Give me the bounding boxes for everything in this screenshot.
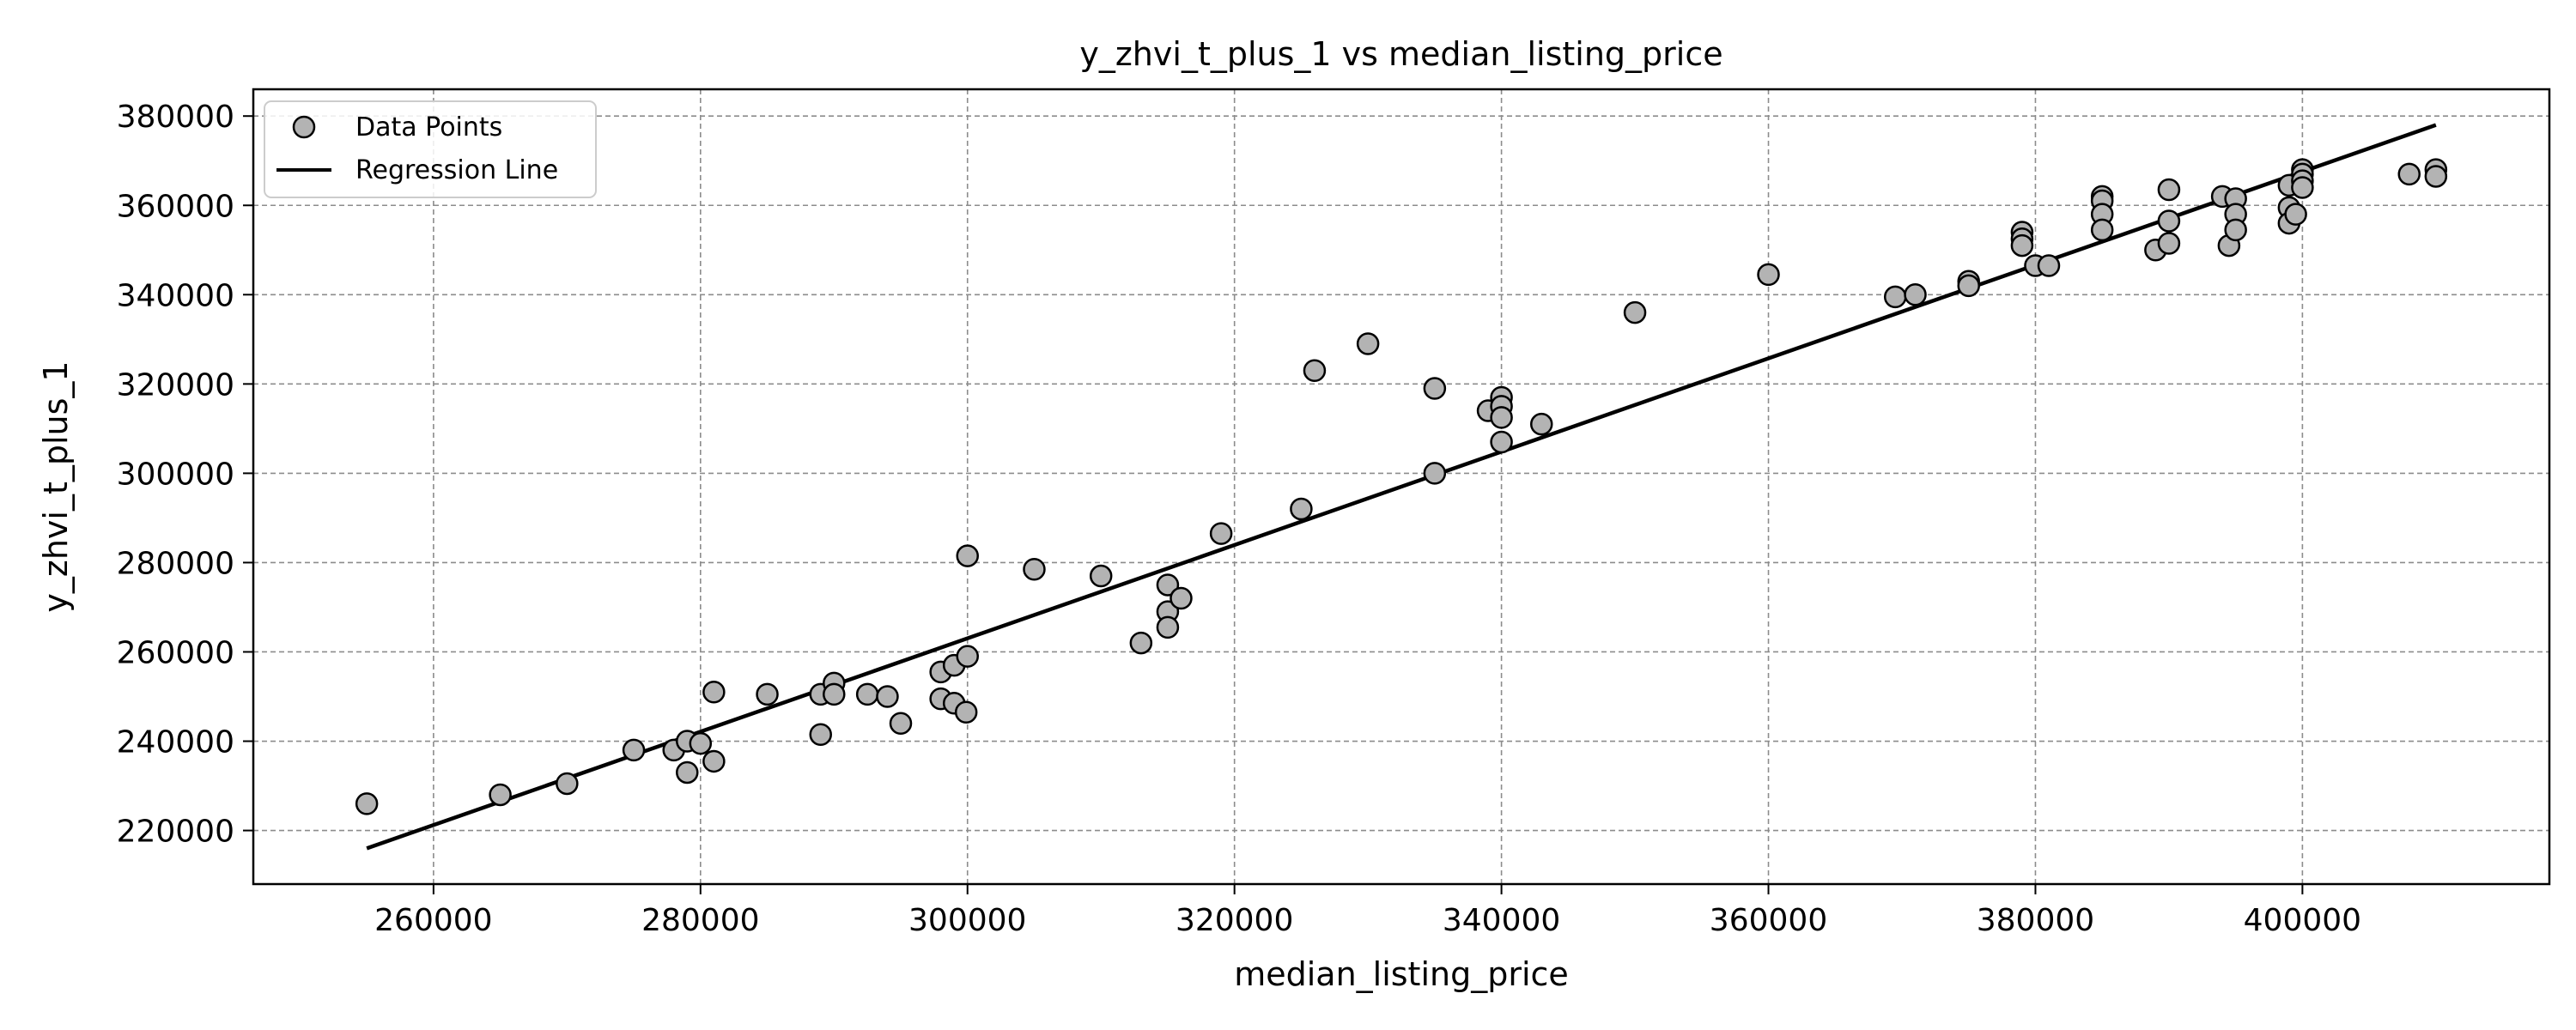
x-tick-label: 340000 [1443, 903, 1560, 938]
data-point [809, 723, 832, 746]
data-point [1490, 406, 1513, 429]
x-tick-label: 400000 [2244, 903, 2361, 938]
y-tick-label: 360000 [117, 189, 234, 224]
x-tick-label: 280000 [641, 903, 759, 938]
data-point [1089, 564, 1113, 588]
data-point [889, 712, 913, 735]
legend: Data Points Regression Line [264, 100, 597, 198]
data-point [956, 645, 979, 668]
data-point [1156, 573, 1180, 597]
x-tick-label: 360000 [1710, 903, 1827, 938]
data-point [702, 681, 726, 704]
data-point [1883, 285, 1907, 309]
data-point [1356, 332, 1380, 355]
data-point [2157, 178, 2181, 202]
x-tick-label: 380000 [1977, 903, 2094, 938]
data-point [676, 760, 699, 785]
data-point [1904, 283, 1927, 306]
data-point [489, 783, 512, 807]
data-point [1757, 263, 1780, 287]
regression-line-layer [366, 123, 2437, 851]
data-point [2090, 218, 2114, 242]
data-point [1529, 412, 1553, 436]
data-point [1129, 631, 1153, 655]
data-point [702, 749, 726, 773]
y-tick-label: 280000 [117, 546, 234, 581]
data-point [855, 682, 879, 706]
y-tick-label: 300000 [117, 457, 234, 492]
y-tick-label: 320000 [117, 367, 234, 403]
x-axis-label: median_listing_price [1234, 955, 1569, 993]
data-point [689, 731, 713, 755]
data-point [1423, 462, 1447, 485]
legend-marker-data-points [292, 115, 316, 139]
data-point [1156, 615, 1180, 639]
data-point [622, 738, 646, 762]
x-tick-label: 300000 [908, 903, 1026, 938]
x-axis-ticks: 260000 280000 300000 320000 340000 360000 3800… [374, 884, 2361, 938]
data-point [1490, 430, 1513, 454]
data-point [1957, 274, 1980, 298]
plot-frame [252, 88, 2551, 886]
x-tick-label: 260000 [374, 903, 492, 938]
y-tick-label: 240000 [117, 725, 234, 760]
legend-box [264, 100, 597, 198]
data-point [1623, 300, 1647, 324]
data-point [2037, 254, 2061, 277]
data-point [556, 772, 579, 796]
data-point [2224, 218, 2247, 242]
y-tick-label: 340000 [117, 278, 234, 313]
y-tick-label: 380000 [117, 100, 234, 135]
data-point [2157, 209, 2181, 233]
y-tick-label: 260000 [117, 635, 234, 670]
grid-lines [253, 89, 2549, 884]
y-tick-label: 220000 [117, 815, 234, 850]
data-point [956, 544, 979, 567]
data-point [876, 685, 899, 708]
x-tick-label: 320000 [1176, 903, 1293, 938]
data-point [1023, 557, 1046, 581]
data-point [2010, 233, 2034, 258]
data-point [756, 682, 779, 706]
legend-label-regression-line: Regression Line [355, 155, 558, 185]
data-point [2284, 203, 2307, 226]
data-point [2291, 176, 2314, 199]
data-point [1423, 377, 1447, 400]
data-point [2157, 232, 2181, 255]
data-point [355, 792, 379, 815]
data-point [2397, 162, 2421, 186]
data-point [1303, 359, 1327, 382]
data-point [823, 682, 846, 706]
data-points-layer [355, 158, 2448, 815]
y-axis-ticks: 220000 240000 260000 280000 300000 320000 3400… [117, 100, 253, 850]
y-axis-label: y_zhvi_t_plus_1 [37, 360, 75, 612]
data-point [1209, 522, 1233, 545]
legend-label-data-points: Data Points [355, 112, 502, 142]
chart-title: y_zhvi_t_plus_1 vs median_listing_price [1079, 35, 1722, 73]
data-point [954, 700, 978, 724]
data-point [2424, 165, 2448, 188]
data-point [1290, 497, 1313, 521]
regression-line [366, 123, 2437, 851]
data-point [1170, 586, 1193, 610]
